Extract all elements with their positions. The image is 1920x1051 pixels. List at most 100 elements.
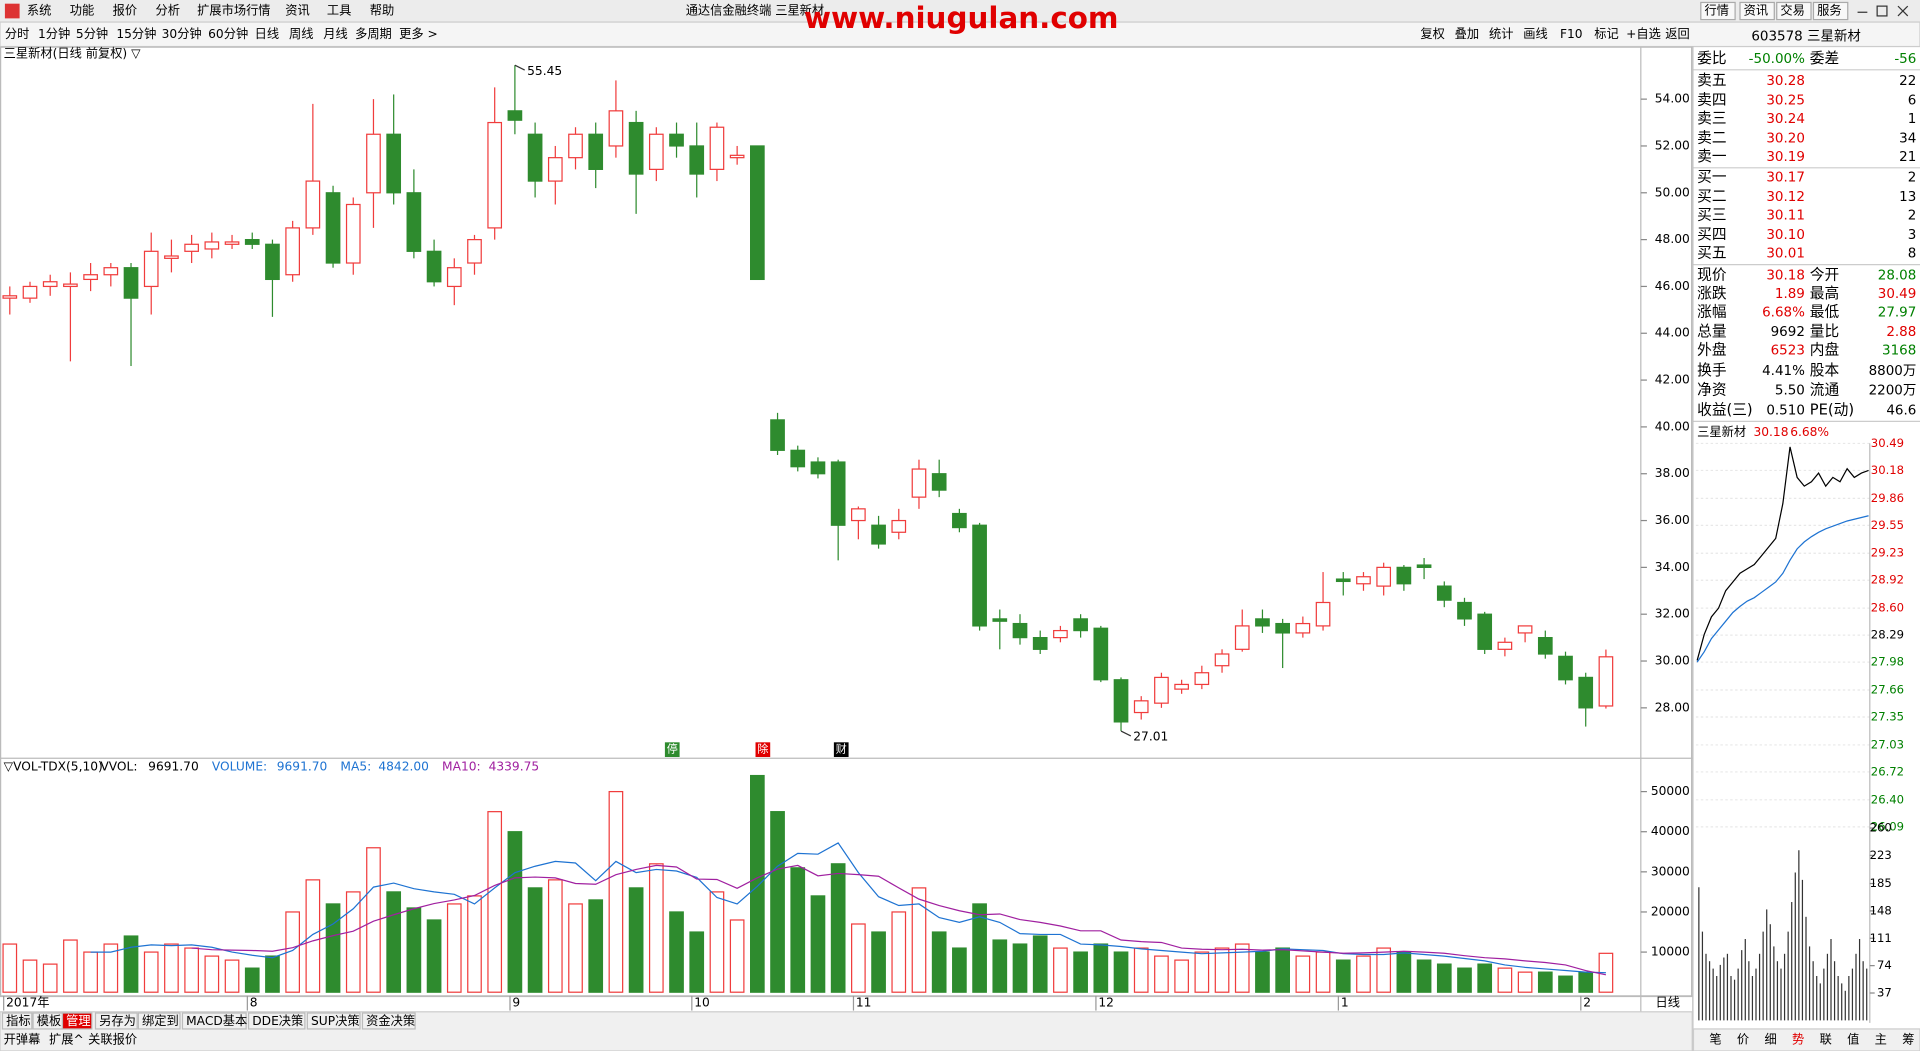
footer-tab[interactable]: 指标 (6, 1013, 30, 1028)
footer-tab-bg[interactable] (247, 1012, 306, 1030)
side-tab[interactable]: 细 (1764, 1032, 1776, 1046)
candle-body (1436, 585, 1452, 601)
indicator-value: 9691.70 (148, 759, 199, 773)
menu-item[interactable]: 扩展市场行情 (197, 3, 270, 18)
top-button-bg[interactable] (1739, 1, 1775, 21)
footer-tab-bg[interactable] (94, 1012, 138, 1030)
footer-tab[interactable]: 资金决策 (366, 1013, 415, 1028)
period-tab[interactable]: 30分钟 (162, 26, 202, 41)
candle-body (547, 157, 563, 182)
top-button[interactable]: 资讯 (1744, 4, 1768, 18)
y-tick-label: 40000 (1651, 824, 1690, 838)
tool-button[interactable]: F10 (1560, 27, 1583, 41)
footer-tab[interactable]: 另存为 (99, 1014, 136, 1028)
top-button[interactable]: 行情 (1704, 4, 1728, 18)
order-label: 买五 (1697, 245, 1726, 262)
side-tab[interactable]: 笔 (1709, 1031, 1721, 1046)
volume-bar (1194, 951, 1210, 993)
mini-tick-label: 28.92 (1871, 573, 1904, 587)
period-tab[interactable]: 15分钟 (116, 26, 156, 41)
footer-button[interactable]: 扩展^ (49, 1032, 84, 1046)
volume-bar (1396, 951, 1412, 993)
footer-tab[interactable]: 模板 (37, 1014, 61, 1028)
order-label: 卖二 (1697, 129, 1726, 146)
mini-vol-label: 111 (1870, 931, 1892, 945)
candle-body (891, 519, 907, 533)
footer-tab[interactable]: SUP决策 (311, 1013, 360, 1028)
date-label: 9 (512, 996, 520, 1010)
side-tab[interactable]: 筹 (1902, 1032, 1914, 1046)
volume-bar (1154, 955, 1169, 993)
mini-tick-label: 30.49 (1871, 436, 1904, 450)
mini-title: 三星新材 (1697, 424, 1746, 439)
order-volume: 3 (1908, 227, 1917, 243)
stat-label: PE(动) (1810, 401, 1854, 418)
menu-item[interactable]: 报价 (113, 3, 137, 18)
side-tab[interactable]: 势 (1792, 1032, 1804, 1046)
candle-body (446, 267, 462, 288)
footer-tab-bg[interactable] (361, 1012, 416, 1030)
candle-body (689, 145, 705, 175)
period-tab[interactable]: 1分钟 (38, 26, 70, 41)
menu-item[interactable]: 帮助 (370, 4, 394, 18)
top-button-bg[interactable] (1776, 1, 1812, 21)
candle-body (507, 110, 523, 121)
candle-body (1598, 656, 1614, 707)
side-tab[interactable]: 联 (1820, 1032, 1832, 1046)
period-tab[interactable]: 日线 (255, 27, 279, 41)
tool-button[interactable]: 叠加 (1455, 27, 1479, 41)
order-volume: 34 (1899, 130, 1916, 146)
volume-bar (931, 931, 947, 993)
volume-bar (406, 907, 422, 993)
side-tab[interactable]: 值 (1847, 1031, 1859, 1046)
period-tab[interactable]: 周线 (289, 27, 313, 41)
mini-vol-label: 185 (1870, 876, 1892, 890)
menu-item[interactable]: 资讯 (285, 4, 309, 18)
legend-name: MA10: (442, 759, 481, 773)
menu-item[interactable]: 系统 (27, 4, 51, 18)
footer-tab[interactable]: DDE决策 (252, 1013, 303, 1028)
footer-tab[interactable]: 管理 (66, 1013, 90, 1028)
y-tick-label: 38.00 (1655, 466, 1690, 480)
volume-bar (285, 911, 300, 993)
footer-tab-bg[interactable] (306, 1012, 361, 1030)
y-tick-label: 28.00 (1655, 700, 1690, 714)
footer-button[interactable]: 关联报价 (88, 1031, 137, 1046)
top-button[interactable]: 服务 (1817, 3, 1841, 18)
side-tab[interactable]: 主 (1875, 1032, 1887, 1046)
footer-tab-bg[interactable] (137, 1012, 181, 1030)
tool-button[interactable]: 返回 (1665, 27, 1689, 41)
footer-tab[interactable]: 绑定到 (142, 1013, 179, 1028)
tool-button[interactable]: 画线 (1523, 27, 1547, 41)
footer-tab-bg[interactable] (1, 1012, 33, 1030)
footer-tab-bg[interactable] (61, 1012, 93, 1030)
period-tab[interactable]: 5分钟 (76, 26, 108, 41)
tool-button[interactable]: +自选 (1626, 27, 1661, 41)
period-tab[interactable]: 多周期 (355, 27, 392, 41)
top-button[interactable]: 交易 (1780, 3, 1804, 18)
y-tick-label: 20000 (1651, 904, 1690, 918)
tool-button[interactable]: 复权 (1420, 27, 1444, 41)
tool-button[interactable]: 统计 (1489, 27, 1513, 41)
candle-body (204, 241, 220, 250)
menu-item[interactable]: 工具 (327, 4, 351, 18)
stat-label: 内盘 (1810, 340, 1840, 358)
tool-button[interactable]: 标记 (1594, 27, 1618, 41)
volume-bar (1315, 951, 1331, 993)
period-tab[interactable]: 月线 (323, 27, 347, 41)
footer-tab[interactable]: MACD基本 (186, 1014, 247, 1028)
menu-item[interactable]: 功能 (70, 4, 94, 18)
period-tab[interactable]: 分时 (5, 27, 29, 41)
period-tab[interactable]: 更多 > (399, 27, 438, 41)
top-button-bg[interactable] (1812, 1, 1849, 21)
side-tab[interactable]: 价 (1737, 1032, 1749, 1046)
candle-body (345, 203, 361, 264)
mini-tick-label: 27.66 (1871, 683, 1904, 697)
footer-tab-bg[interactable] (181, 1012, 247, 1030)
stat-value: 2200万 (1869, 383, 1917, 399)
footer-button[interactable]: 开弹幕 (4, 1032, 41, 1046)
menu-item[interactable]: 分析 (156, 4, 180, 18)
mini-tick-label: 29.23 (1871, 546, 1904, 560)
top-button-bg[interactable] (1700, 1, 1736, 21)
period-tab[interactable]: 60分钟 (208, 26, 248, 41)
